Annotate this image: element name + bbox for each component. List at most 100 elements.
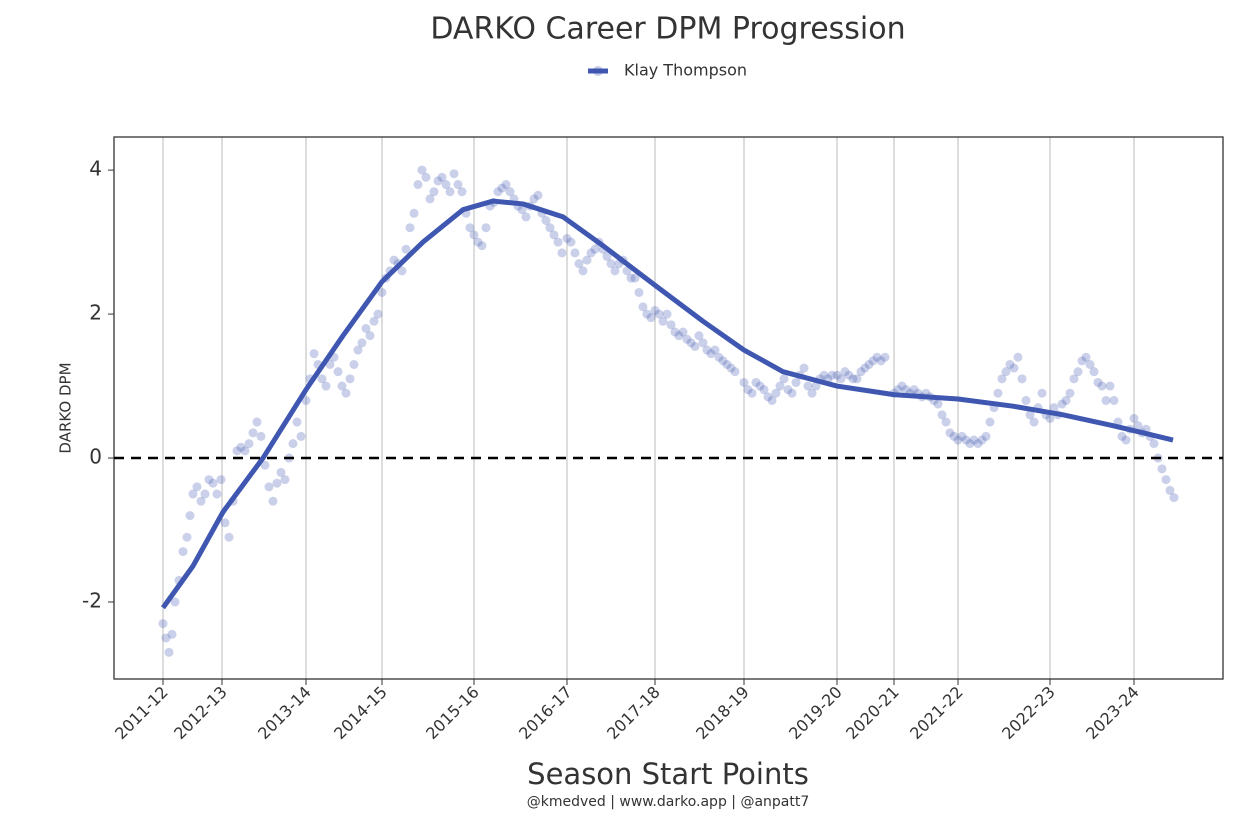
data-point	[981, 431, 991, 441]
data-point	[481, 223, 491, 233]
data-point	[557, 248, 567, 258]
data-point	[1009, 363, 1019, 373]
data-point	[164, 647, 174, 657]
x-tick-label: 2015-16	[422, 682, 483, 743]
data-point	[182, 532, 192, 542]
data-point	[421, 172, 431, 182]
data-point	[301, 395, 311, 405]
data-point	[901, 385, 911, 395]
data-point	[864, 359, 874, 369]
data-point	[852, 374, 862, 384]
y-tick-label: 2	[89, 301, 102, 325]
data-point	[566, 237, 576, 247]
data-point	[272, 478, 282, 488]
data-point	[256, 431, 266, 441]
data-point	[505, 187, 515, 197]
data-point	[529, 194, 539, 204]
data-point	[204, 475, 214, 485]
data-point	[856, 367, 866, 377]
data-point	[441, 180, 451, 190]
data-point	[933, 399, 943, 409]
data-point	[1065, 388, 1075, 398]
data-point	[860, 363, 870, 373]
x-tick-label: 2019-20	[785, 682, 846, 743]
data-point	[413, 180, 423, 190]
data-point	[977, 435, 987, 445]
data-point	[553, 237, 563, 247]
data-point	[1085, 359, 1095, 369]
data-point	[1005, 359, 1015, 369]
x-axis-title: Season Start Points	[527, 757, 809, 791]
x-tick-label: 2011-12	[111, 682, 172, 743]
data-point	[216, 475, 226, 485]
data-point	[779, 374, 789, 384]
data-point	[158, 619, 168, 629]
data-point	[345, 374, 355, 384]
data-point	[718, 356, 728, 366]
data-point	[389, 255, 399, 265]
data-point	[949, 431, 959, 441]
data-point	[1089, 367, 1099, 377]
data-point	[1021, 395, 1031, 405]
data-point	[706, 349, 716, 359]
data-point	[321, 381, 331, 391]
data-point	[836, 374, 846, 384]
data-point	[969, 435, 979, 445]
chart-title: DARKO Career DPM Progression	[430, 12, 905, 47]
data-point	[341, 388, 351, 398]
data-point	[872, 352, 882, 362]
data-point	[755, 381, 765, 391]
data-point	[694, 331, 704, 341]
data-point	[244, 439, 254, 449]
data-point	[832, 370, 842, 380]
x-tick-label: 2020-21	[842, 682, 903, 743]
data-point	[993, 388, 1003, 398]
data-point	[200, 489, 210, 499]
data-point	[751, 377, 761, 387]
data-point	[634, 287, 644, 297]
data-point	[985, 417, 995, 427]
legend-swatch-point	[593, 66, 603, 76]
data-point	[188, 489, 198, 499]
data-point	[417, 165, 427, 175]
data-point	[997, 374, 1007, 384]
data-point	[465, 223, 475, 233]
data-point	[670, 327, 680, 337]
data-point	[844, 370, 854, 380]
x-tick-label: 2022-23	[998, 682, 1059, 743]
data-point	[698, 338, 708, 348]
data-point	[541, 215, 551, 225]
data-point	[445, 187, 455, 197]
data-point	[957, 431, 967, 441]
data-point	[220, 518, 230, 528]
y-tick-label: 4	[89, 157, 102, 181]
data-point	[674, 331, 684, 341]
data-point	[457, 187, 467, 197]
data-point	[405, 223, 415, 233]
data-point	[1157, 464, 1167, 474]
data-point	[178, 547, 188, 557]
data-point	[333, 367, 343, 377]
x-tick-label: 2016-17	[515, 682, 576, 743]
data-point	[252, 417, 262, 427]
data-point	[767, 395, 777, 405]
data-point	[192, 482, 202, 492]
data-point	[373, 309, 383, 319]
data-point	[686, 338, 696, 348]
data-point	[280, 475, 290, 485]
data-point	[1121, 435, 1131, 445]
data-point	[1101, 395, 1111, 405]
data-point	[292, 417, 302, 427]
data-point	[722, 359, 732, 369]
data-point	[787, 388, 797, 398]
data-point	[248, 428, 258, 438]
data-point	[662, 309, 672, 319]
data-point	[497, 183, 507, 193]
data-point	[337, 381, 347, 391]
data-point	[357, 338, 367, 348]
data-point	[578, 266, 588, 276]
data-point	[317, 374, 327, 384]
plot-frame	[113, 136, 1224, 680]
data-point	[397, 266, 407, 276]
data-point	[545, 223, 555, 233]
